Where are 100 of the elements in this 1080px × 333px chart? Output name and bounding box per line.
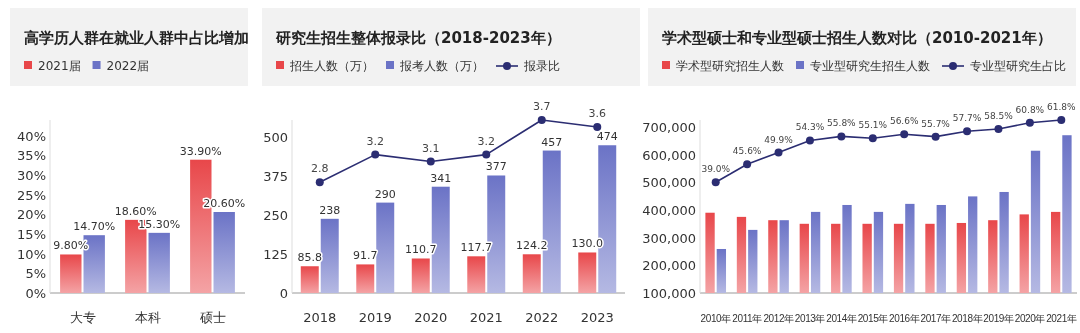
data-label: 57.7% [952, 113, 982, 124]
data-label: 110.7 [405, 243, 437, 257]
data-label: 124.2 [516, 239, 548, 253]
data-label: 55.7% [921, 118, 951, 129]
y-tick-label: 15% [17, 227, 46, 243]
y-tick-label: 0 [279, 286, 288, 301]
data-label: 457 [541, 135, 563, 149]
y-tick-label: 400,000 [642, 202, 696, 218]
bar [376, 202, 395, 293]
data-label: 130.0 [571, 237, 604, 251]
x-tick-label: 2011年 [732, 313, 763, 324]
data-label: 60.8% [1015, 104, 1045, 115]
point [805, 136, 814, 145]
bar [60, 254, 82, 293]
point [837, 132, 846, 141]
point [868, 134, 877, 143]
data-label: 238 [319, 203, 341, 217]
point [315, 178, 324, 187]
y-tick-label: 35% [17, 148, 46, 164]
y-tick-label: 40% [17, 128, 46, 144]
y-tick-label: 5% [25, 266, 46, 282]
x-tick-label: 2022 [525, 310, 559, 325]
data-label: 3.6 [588, 106, 606, 120]
y-tick-label: 10% [17, 246, 46, 262]
data-label: 56.6% [889, 116, 919, 127]
x-tick-label: 2020 [414, 310, 448, 325]
data-label: 18.60% [114, 204, 157, 218]
x-tick-label: 2023 [580, 310, 614, 325]
data-label: 54.3% [795, 122, 825, 133]
point [900, 130, 909, 139]
point [426, 157, 435, 166]
y-tick-label: 100,000 [642, 286, 696, 301]
y-tick-label: 25% [17, 187, 46, 203]
data-label: 290 [374, 187, 396, 201]
point [371, 150, 380, 159]
x-tick-label: 2019年 [983, 313, 1014, 324]
x-tick-label: 2018年 [951, 313, 983, 324]
legend-label: 学术型研究招生人数 [676, 59, 784, 73]
x-tick-label: 2021年 [1046, 313, 1077, 324]
x-tick-label: 2016年 [889, 313, 920, 324]
y-tick-label: 300,000 [642, 230, 696, 246]
data-label: 3.1 [422, 141, 440, 155]
data-label: 58.5% [984, 111, 1014, 122]
point [994, 125, 1003, 134]
data-label: 55.1% [858, 120, 888, 131]
x-tick-label: 2014年 [826, 313, 857, 324]
legend-label: 2021届 [38, 59, 81, 73]
bar [356, 264, 375, 293]
x-tick-label: 2021 [469, 310, 503, 325]
data-label: 45.6% [732, 146, 762, 157]
point [931, 132, 940, 141]
legend-label: 2022届 [106, 59, 150, 73]
y-tick-label: 700,000 [642, 119, 696, 135]
data-label: 3.2 [477, 134, 495, 148]
data-label: 39.0% [701, 164, 731, 175]
data-label: 377 [485, 160, 507, 174]
x-tick-label: 2015年 [857, 313, 889, 324]
point [593, 122, 602, 131]
data-label: 2.8 [311, 162, 329, 176]
chart-title: 学术型硕士和专业型硕士招生人数对比（2010-2021年） [662, 29, 1052, 47]
y-tick-label: 500,000 [642, 175, 696, 191]
data-label: 91.7 [353, 249, 378, 263]
x-tick-label: 2020年 [1014, 313, 1046, 324]
x-tick-label: 2013年 [794, 313, 826, 324]
data-label: 49.9% [764, 134, 794, 145]
point [482, 150, 491, 159]
data-label: 33.90% [179, 144, 222, 158]
point [963, 127, 972, 136]
y-tick-label: 250 [263, 208, 288, 224]
y-tick-label: 0% [25, 286, 46, 301]
bar [213, 212, 235, 293]
data-label: 3.7 [533, 100, 551, 113]
point [711, 178, 720, 187]
x-tick-label: 大专 [69, 310, 96, 325]
bar [148, 232, 170, 293]
y-tick-label: 600,000 [642, 147, 696, 163]
legend-label: 专业型研究生占比 [970, 59, 1066, 73]
bar [411, 258, 430, 293]
y-tick-label: 200,000 [642, 258, 696, 274]
legend-label: 招生人数（万） [289, 59, 374, 73]
data-label: 61.8% [1046, 102, 1077, 112]
point [743, 160, 752, 169]
point [537, 116, 546, 124]
x-tick-label: 2012年 [763, 313, 795, 324]
x-tick-label: 2019 [358, 310, 392, 325]
data-label: 14.70% [73, 220, 116, 234]
point [774, 148, 783, 157]
bar [522, 254, 541, 293]
bar [320, 218, 339, 293]
bar [578, 252, 597, 293]
data-label: 341 [430, 171, 452, 185]
chart-title: 高学历人群在就业人群中占比增加 [24, 29, 249, 47]
data-label: 474 [596, 130, 618, 144]
legend-label: 报考人数（万） [399, 59, 484, 73]
x-tick-label: 本科 [134, 310, 161, 325]
y-tick-label: 30% [17, 168, 46, 184]
data-label: 55.8% [827, 118, 857, 129]
y-tick-label: 125 [263, 247, 288, 263]
y-tick-label: 500 [263, 130, 288, 146]
legend-label: 专业型研究生招生人数 [810, 59, 930, 73]
